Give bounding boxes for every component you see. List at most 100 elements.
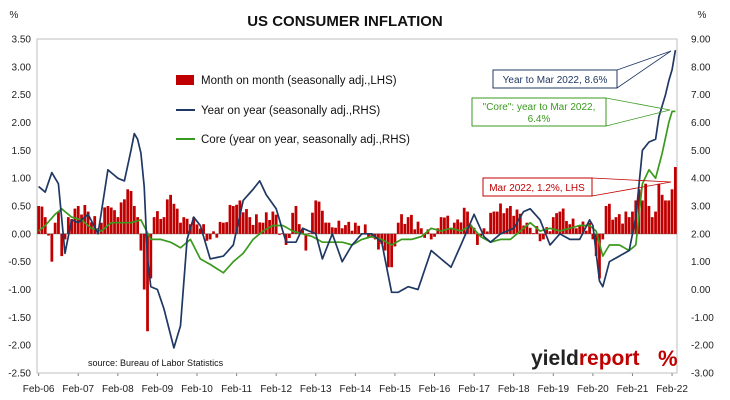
mom-bar — [419, 228, 423, 234]
mom-bar — [301, 229, 304, 234]
right-axis-unit: % — [698, 10, 707, 21]
mom-bar — [650, 217, 654, 234]
left-tick-label: 2.50 — [12, 90, 32, 101]
mom-bar — [99, 222, 103, 234]
mom-bar — [37, 206, 41, 234]
mom-bar — [258, 222, 262, 234]
mom-bar — [505, 208, 509, 234]
x-tick-label: Feb-14 — [340, 384, 372, 395]
mom-bar — [287, 233, 291, 239]
mom-bar — [588, 222, 591, 234]
source-note: source: Bureau of Labor Statistics — [88, 358, 224, 368]
annotation-yoy: Year to Mar 2022, 8.6% — [492, 50, 672, 89]
left-tick-label: 3.00 — [12, 62, 32, 73]
mom-bar — [162, 217, 166, 234]
annotation-core-line1: "Core": year to Mar 2022, — [483, 102, 596, 113]
mom-bar — [274, 214, 278, 234]
mom-bar — [261, 222, 265, 234]
right-tick-label: 5.00 — [691, 146, 711, 157]
mom-bar — [472, 227, 476, 234]
mom-bar — [129, 190, 133, 234]
mom-bar — [664, 200, 667, 234]
x-tick-label: Feb-12 — [260, 384, 292, 395]
mom-bar — [225, 222, 229, 234]
mom-bar — [644, 183, 648, 234]
right-tick-label: 2.00 — [691, 229, 711, 240]
core-series-line — [38, 110, 676, 274]
mom-bar — [542, 233, 545, 240]
mom-bar — [443, 217, 446, 234]
x-tick-label: Feb-15 — [379, 384, 411, 395]
mom-bar — [66, 217, 70, 234]
mom-bar — [578, 225, 582, 234]
x-tick-label: Feb-16 — [419, 384, 451, 395]
mom-bar — [222, 222, 225, 234]
mom-bar — [314, 200, 318, 234]
mom-bar — [584, 230, 588, 234]
right-tick-label: 6.00 — [691, 118, 711, 129]
legend: Month on month (seasonally adj.,LHS) Yea… — [176, 75, 410, 146]
mom-bar — [146, 233, 149, 332]
mom-bar — [291, 212, 295, 234]
mom-bar — [324, 222, 328, 234]
mom-bar — [344, 225, 347, 234]
annotation-yoy-leader-2 — [616, 50, 672, 89]
annotation-core-line2: 6.4% — [528, 114, 551, 125]
mom-bar — [353, 222, 357, 234]
mom-bar — [311, 212, 314, 234]
mom-bar — [347, 221, 351, 234]
mom-bar — [522, 225, 525, 234]
right-tick-label: 9.00 — [691, 35, 711, 46]
x-tick-label: Feb-10 — [181, 384, 213, 395]
mom-bar — [640, 200, 644, 234]
mom-bar — [340, 228, 344, 234]
mom-bar — [390, 233, 394, 268]
right-tick-label: 0.00 — [691, 285, 711, 296]
x-tick-label: Feb-18 — [498, 384, 530, 395]
mom-bar — [423, 233, 427, 238]
mom-bar — [116, 217, 120, 234]
mom-bars — [37, 167, 677, 332]
mom-bar — [248, 217, 252, 234]
logo-text-report: report — [579, 347, 640, 370]
mom-bar — [647, 206, 651, 234]
mom-bar — [403, 223, 407, 234]
x-tick-label: Feb-13 — [300, 384, 332, 395]
annotation-core-box — [471, 97, 607, 127]
annotation-mom: Mar 2022, 1.2%, LHS — [482, 177, 672, 197]
mom-bar — [47, 233, 50, 236]
mom-bar — [654, 211, 657, 234]
mom-bar — [436, 228, 440, 234]
mom-bar — [492, 211, 496, 234]
mom-bar — [611, 219, 615, 234]
mom-bar — [93, 216, 97, 234]
mom-bar — [452, 222, 456, 234]
mom-bar — [670, 189, 674, 234]
mom-bar — [136, 217, 140, 234]
mom-bar — [297, 224, 301, 234]
mom-bar — [80, 214, 83, 234]
mom-bar — [264, 212, 268, 234]
left-tick-label: 0.50 — [12, 202, 32, 213]
mom-bar — [598, 233, 601, 279]
mom-bar — [571, 218, 575, 234]
mom-bar — [60, 233, 64, 257]
mom-bar — [525, 222, 529, 234]
mom-bar — [462, 207, 466, 234]
mom-bar — [621, 223, 624, 234]
mom-bar — [449, 227, 453, 234]
mom-bar — [123, 199, 126, 234]
mom-bar — [109, 207, 113, 234]
right-tick-label: 1.00 — [691, 257, 711, 268]
logo-percent-symbol: % — [658, 346, 678, 371]
mom-bar — [555, 213, 558, 234]
mom-bar — [205, 233, 209, 241]
mom-bar — [271, 211, 275, 234]
mom-bar — [495, 211, 499, 234]
x-tick-label: Feb-11 — [221, 384, 252, 395]
mom-bar — [63, 233, 67, 240]
mom-bar — [254, 214, 258, 234]
mom-bar — [532, 233, 535, 234]
